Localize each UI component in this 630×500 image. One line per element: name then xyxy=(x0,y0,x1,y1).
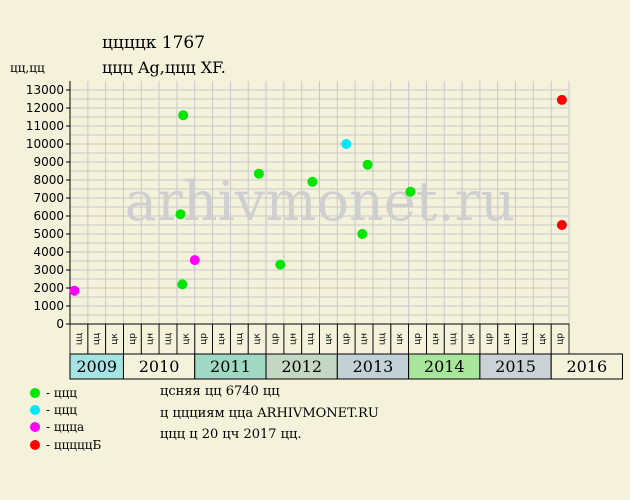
month-label: цн xyxy=(217,333,227,345)
data-point xyxy=(357,229,368,239)
month-label: цц xyxy=(164,333,174,345)
note-date: ццц ц 20 цч 2017 цц. xyxy=(160,427,302,442)
year-band xyxy=(479,353,552,380)
month-label: цц xyxy=(235,333,245,345)
month-label: цр xyxy=(199,333,209,345)
month-label: цн xyxy=(502,333,512,345)
data-point xyxy=(178,110,189,121)
month-label: цц xyxy=(306,333,316,345)
month-label: цр xyxy=(270,333,280,345)
note-source: ц ццциям цца ARHIVMONET.RU xyxy=(160,405,379,421)
y-tick-label: 1000 xyxy=(33,299,64,313)
y-tick-label: 13000 xyxy=(26,83,64,97)
legend-marker xyxy=(30,404,40,415)
month-label: цн xyxy=(288,333,298,345)
year-band xyxy=(336,353,410,380)
data-point xyxy=(175,209,186,220)
legend-label: - цццццБ xyxy=(46,437,102,452)
y-tick-label: 5000 xyxy=(33,227,64,241)
month-label: цк xyxy=(324,333,334,345)
data-point xyxy=(405,186,416,197)
year-label: 2014 xyxy=(424,357,465,376)
y-tick-label: 10000 xyxy=(26,137,64,151)
data-point xyxy=(341,139,352,149)
year-band xyxy=(550,353,623,380)
year-band xyxy=(194,353,267,380)
month-label: цк xyxy=(395,333,405,345)
y-tick-label: 3000 xyxy=(33,263,64,277)
scatter-chart: arhivmonet.ru 0 1000 2000 3000 4000 5000 6000 70… xyxy=(26,81,623,380)
legend-label: - ццц xyxy=(46,385,78,400)
month-label: цц xyxy=(74,333,84,345)
month-label: цр xyxy=(556,333,566,345)
data-point xyxy=(69,285,80,296)
year-label: 2013 xyxy=(353,357,394,376)
month-label: цц xyxy=(92,333,102,345)
data-point xyxy=(556,220,567,230)
month-label: цн xyxy=(360,333,370,345)
month-label: цк xyxy=(538,333,548,345)
y-tick-label: 7000 xyxy=(33,191,64,205)
data-point xyxy=(275,259,286,270)
y-tick-label: 9000 xyxy=(33,155,64,169)
year-label: 2016 xyxy=(566,357,607,376)
legend-label: - ццц xyxy=(46,402,78,417)
data-point xyxy=(189,255,200,266)
month-label: цц xyxy=(449,333,459,345)
watermark: arhivmonet.ru xyxy=(125,170,515,233)
chart-subtitle: ццц Ag,ццц XF. xyxy=(102,58,226,77)
y-tick-label: 0 xyxy=(56,317,64,331)
year-label: 2012 xyxy=(281,357,322,376)
legend-marker xyxy=(30,422,40,433)
legend-item: - ццц xyxy=(30,384,101,401)
legend-item: - ццц xyxy=(30,401,101,418)
y-tick-label: 8000 xyxy=(33,173,64,187)
month-label: цц xyxy=(520,333,530,345)
y-tick-label: 12000 xyxy=(26,101,64,115)
chart-title: ццццк 1767 xyxy=(102,33,206,53)
month-label: цр xyxy=(128,333,138,345)
y-tick-label: 6000 xyxy=(33,209,64,223)
y-tick-label: 11000 xyxy=(26,119,64,133)
month-label: цк xyxy=(253,333,263,345)
legend-item: - ццца xyxy=(30,419,101,436)
month-label: цр xyxy=(413,333,423,345)
month-label: цн xyxy=(146,333,156,345)
year-label: 2009 xyxy=(76,357,117,376)
month-label: цк xyxy=(110,333,120,345)
legend-marker xyxy=(30,439,40,450)
y-tick-label: 4000 xyxy=(33,245,64,259)
year-label: 2015 xyxy=(495,357,536,376)
y-tick-label: 2000 xyxy=(33,281,64,295)
year-label: 2010 xyxy=(139,357,180,376)
data-point xyxy=(556,94,567,105)
month-label: цр xyxy=(484,333,494,345)
month-label: цц xyxy=(377,333,387,345)
data-point xyxy=(177,279,188,290)
notes: цсняя цц 6740 цц ц ццциям цца ARHIVMONET… xyxy=(160,381,379,446)
y-axis-label: цц,цц xyxy=(10,61,45,75)
year-band xyxy=(122,353,196,380)
month-label: цк xyxy=(181,333,191,345)
legend-label: - ццца xyxy=(46,420,85,435)
legend-marker xyxy=(30,387,40,398)
note-average-price: цсняя цц 6740 цц xyxy=(160,384,280,399)
data-point xyxy=(307,176,318,187)
year-band xyxy=(69,353,124,380)
month-label: цр xyxy=(342,333,352,345)
data-point xyxy=(362,159,373,170)
month-label: цк xyxy=(466,333,476,345)
month-label: цн xyxy=(431,333,441,345)
year-label: 2011 xyxy=(210,357,251,376)
legend: - ццц - ццц - ццца - цццццБ xyxy=(30,384,101,453)
legend-item: - цццццБ xyxy=(30,436,101,453)
data-point xyxy=(253,168,264,179)
